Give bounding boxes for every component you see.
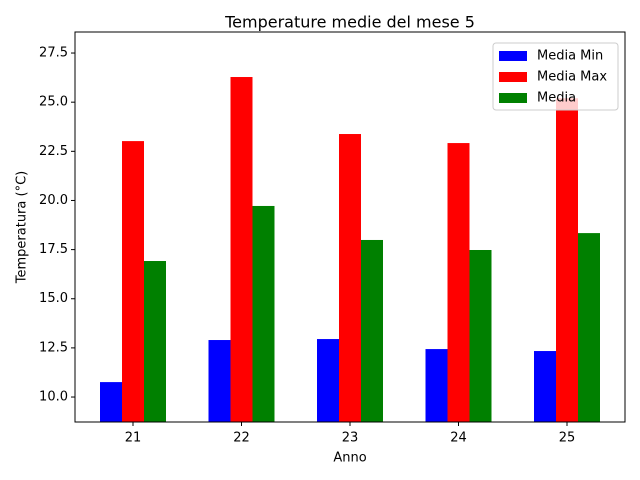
legend-label: Media Max [537,70,607,85]
x-tick-label: 22 [233,431,250,446]
x-tick-label: 25 [559,431,576,446]
y-tick-label: 10.0 [39,390,68,405]
y-tick-label: 20.0 [39,193,68,208]
plot-frame [74,31,626,423]
chart-title: Temperature medie del mese 5 [224,13,475,32]
bar [100,382,122,422]
bar [122,141,144,422]
y-tick-label: 27.5 [39,46,68,61]
bar [578,233,600,422]
y-tick-label: 15.0 [39,291,68,306]
bar [361,239,383,422]
legend-swatch [499,93,527,103]
y-tick-label: 25.0 [39,95,68,110]
x-tick-label: 21 [125,431,142,446]
bar [252,205,275,422]
bar [469,249,492,422]
x-tick-label: 24 [450,431,467,446]
bar [447,143,470,422]
x-axis-label: Anno [333,451,366,466]
bar [339,134,361,422]
bar [425,349,448,422]
y-tick-label: 12.5 [39,340,68,355]
legend-swatch [499,72,527,82]
x-tick-label: 23 [342,431,359,446]
bar [556,98,578,422]
bar [317,339,339,422]
bar [230,77,253,422]
bar [208,340,231,422]
y-tick-label: 22.5 [39,144,68,159]
legend-label: Media Min [537,49,603,64]
bar [144,261,166,422]
y-tick-label: 17.5 [39,242,68,257]
y-axis-label: Temperatura (°C) [15,171,30,284]
legend-swatch [499,51,527,61]
legend-label: Media [537,91,576,106]
bar [534,351,556,422]
